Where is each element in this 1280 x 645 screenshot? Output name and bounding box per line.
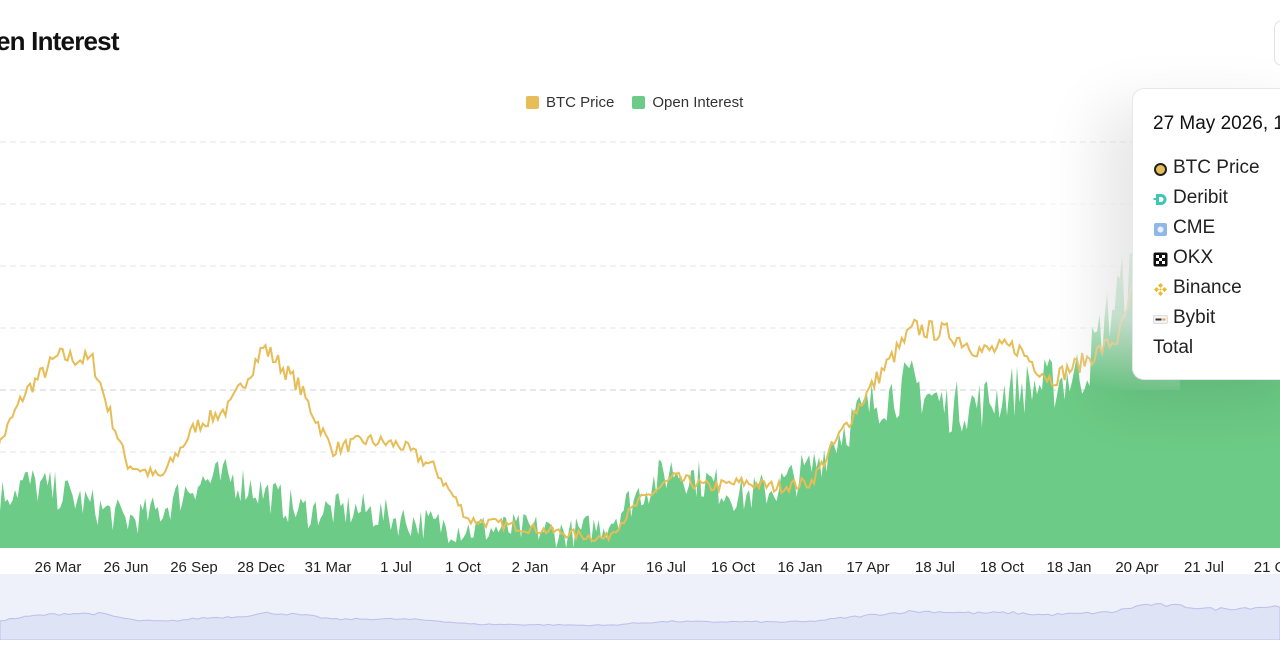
legend-label-open-interest: Open Interest [652,94,744,111]
x-tick-label: 21 Jul [1184,559,1224,576]
x-tick-label: 18 Oct [980,559,1025,576]
bybit-icon [1153,311,1168,326]
tooltip-label-bybit: Bybit [1173,307,1216,328]
x-tick-label: 4 Apr [580,559,615,576]
x-tick-label: 26 Sep [170,559,218,576]
chart-title: en Interest [0,26,119,56]
legend-swatch-open-interest [632,96,646,109]
tooltip-label-cme: CME [1173,217,1216,238]
tooltip-row-cme: CME [1153,217,1215,239]
price-dot-icon [1153,161,1168,176]
x-tick-label: 21 O [1254,559,1280,576]
open-interest-area [0,232,1280,548]
legend-item-btc-price[interactable]: BTC Price [526,94,614,111]
tooltip-row-deribit: Deribit [1153,187,1228,209]
binance-icon [1153,281,1168,296]
x-tick-label: 26 Jun [103,559,148,576]
tooltip-label-binance: Binance [1173,277,1242,298]
cme-icon [1153,221,1168,236]
tooltip-label-okx: OKX [1173,247,1214,268]
x-tick-label: 20 Apr [1115,559,1158,576]
x-tick-label: 16 Jul [646,559,686,576]
x-tick-label: 1 Jul [380,559,412,576]
tooltip-date: 27 May 2026, 1 [1153,113,1280,134]
range-navigator[interactable] [0,574,1280,641]
x-tick-label: 16 Jan [777,559,822,576]
tooltip-row-binance: Binance [1153,277,1242,299]
x-tick-label: 31 Mar [305,559,352,576]
x-tick-label: 26 Mar [35,559,82,576]
navigator-area [0,603,1280,641]
deribit-icon [1153,191,1168,206]
legend-item-open-interest[interactable]: Open Interest [632,94,743,111]
hover-tooltip: 27 May 2026, 1 BTC Price Deribit CME OKX… [1132,88,1280,380]
x-tick-label: 1 Oct [445,559,482,576]
x-tick-label: 2 Jan [512,559,549,576]
tooltip-label-btc-price: BTC Price [1173,157,1260,178]
chart-legend: BTC Price Open Interest [526,94,743,111]
x-tick-label: 18 Jan [1046,559,1091,576]
okx-icon [1153,251,1168,266]
legend-swatch-btc-price [526,96,539,109]
x-tick-label: 17 Apr [846,559,889,576]
tooltip-label-total: Total [1153,337,1194,358]
tooltip-row-btc-price: BTC Price [1153,157,1260,179]
tooltip-row-bybit: Bybit [1153,307,1215,329]
x-tick-label: 28 Dec [237,559,285,576]
tooltip-label-deribit: Deribit [1173,187,1228,208]
navigator-chart [0,603,1280,641]
x-tick-label: 18 Jul [915,559,955,576]
tooltip-row-total: Total [1153,337,1193,359]
chart-menu-button[interactable] [1274,20,1280,66]
grid-lines [0,141,1280,453]
tooltip-row-okx: OKX [1153,247,1213,269]
legend-label-btc-price: BTC Price [546,94,615,111]
x-tick-label: 16 Oct [711,559,756,576]
